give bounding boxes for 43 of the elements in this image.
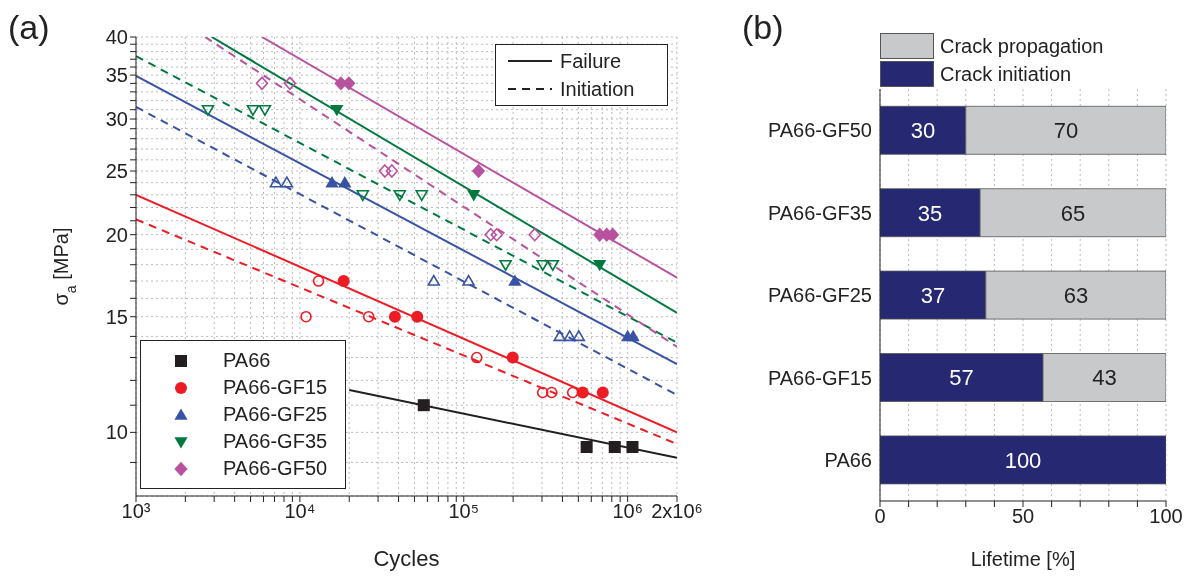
x-axis-title: Lifetime [%] [970,548,1076,570]
data-label: 100 [1004,447,1042,473]
x-tick-label: 10⁵ [448,500,480,523]
chart-title: (a) [8,8,50,47]
y-tick-label: PA66-GF50 [767,119,872,142]
y-tick-label: 40 [105,26,128,49]
y-tick-label: 25 [105,160,128,183]
data-label: 37 [920,282,946,308]
y-tick-label: 10 [105,421,128,444]
x-tick-label: 100 [1149,505,1183,528]
y-tick-label: 15 [105,305,128,328]
chart-title: (b) [742,8,784,47]
y-tick-label: PA66 [824,448,872,471]
x-tick-label: 50 [1011,505,1035,528]
bar [880,435,1166,485]
x-tick-label: 10⁴ [284,500,316,523]
data-label: 35 [917,200,943,226]
data-label: 43 [1092,365,1117,391]
x-tick-label: 10³ [121,500,151,523]
x-tick-label: 0 [874,505,886,528]
y-tick-label: PA66-GF35 [767,201,872,224]
legend-label: PA66-GF50 [223,457,328,480]
y-tick-label: 20 [105,223,128,246]
data-label: 70 [1053,118,1079,144]
legend-label: Crack initiation [940,62,1072,86]
legend-label: PA66-GF15 [223,376,328,399]
y-tick-label: PA66-GF25 [767,284,872,307]
legend-label: PA66-GF25 [223,403,328,426]
y-tick-label: 35 [105,64,128,87]
data-label: 63 [1063,282,1089,308]
legend-label: PA66-GF35 [223,430,328,453]
x-axis-title: Cycles [373,546,440,571]
data-label: 65 [1060,200,1086,226]
data-label: 30 [910,118,936,144]
legend-label: PA66 [223,349,271,372]
annotation: Failure [560,49,622,73]
data-label: 57 [949,365,974,391]
x-tick-label: 10⁶ [612,500,643,523]
annotation: Initiation [560,77,635,101]
legend-label: Crack propagation [940,34,1104,58]
y-tick-label: PA66-GF15 [767,366,872,389]
x-tick-label: 2x10⁶ [651,500,703,523]
y-tick-label: 30 [105,108,128,131]
